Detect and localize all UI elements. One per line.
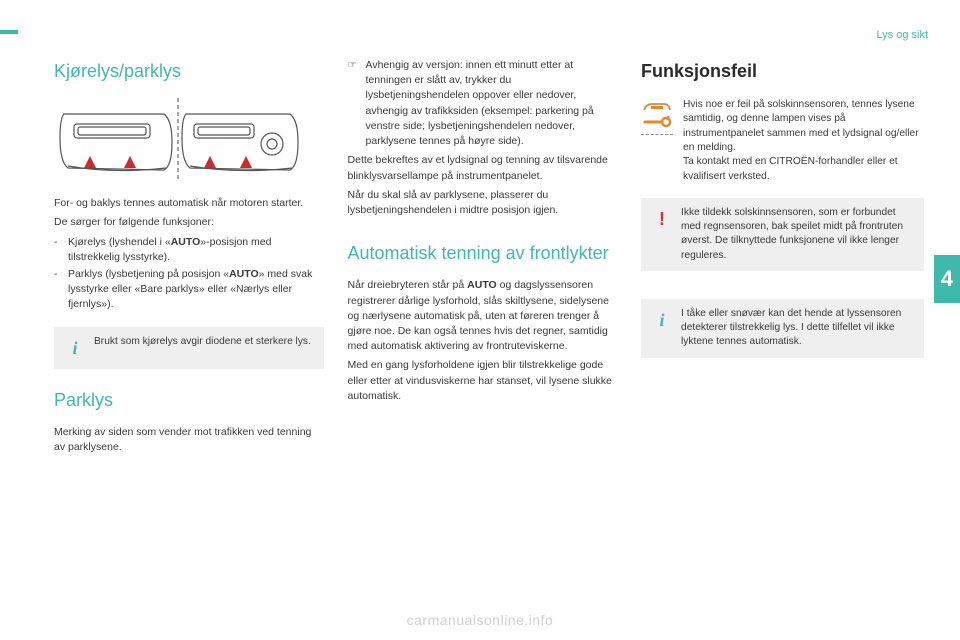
text-auto2: Med en gang lysforholdene igjen blir til… [348,358,618,404]
accent-bar [0,30,18,34]
service-icon [641,98,673,184]
info-icon: i [651,307,673,350]
dashed-divider [641,134,673,135]
service-callout: Hvis noe er feil på solskinnsensoren, te… [641,98,924,184]
heading-drl: Kjørelys/parklys [54,58,324,84]
heading-auto: Automatisk tenning av frontlykter [348,240,618,266]
heading-parklys: Parklys [54,387,324,413]
bullet-drl: - Kjørelys (lyshendel i «AUTO»-posisjon … [54,235,324,265]
pointer-step: ☞ Avhengig av versjon: innen ett minutt … [348,58,618,149]
info-icon: i [64,335,86,361]
text-intro: For- og baklys tennes automatisk når mot… [54,196,324,211]
bullet-dash: - [54,267,68,313]
text-auto1: Når dreiebryteren står på AUTO og dagsly… [348,278,618,354]
bullet-park: - Parklys (lysbetjening på posisjon «AUT… [54,267,324,313]
text-parklys: Merking av siden som vender mot trafikke… [54,425,324,455]
column-1: Kjørelys/parklys [54,58,324,459]
warning-callout: ! Ikke tildekk solskinnsensoren, som er … [641,198,924,271]
heading-fault: Funksjonsfeil [641,58,924,84]
info-text: I tåke eller snøvær kan det hende at lys… [681,307,914,350]
text-confirm: Dette bekreftes av et lydsignal og tenni… [348,153,618,183]
service-text: Hvis noe er feil på solskinnsensoren, te… [683,98,924,184]
bullet-dash: - [54,235,68,265]
warning-icon: ! [651,206,673,263]
column-3: Funksjonsfeil Hvis noe er feil på solski… [641,58,924,459]
text-off: Når du skal slå av parklysene, plasserer… [348,188,618,218]
section-header: Lys og sikt [876,28,928,44]
chapter-tab: 4 [934,255,960,303]
bullet-text: Parklys (lysbetjening på posisjon «AUTO»… [68,267,324,313]
info-callout-diodes: i Brukt som kjørelys avgir diodene et st… [54,327,324,369]
warning-text: Ikke tildekk solskinnsensoren, som er fo… [681,206,914,263]
info-text: Brukt som kjørelys avgir diodene et ster… [94,335,314,361]
headlight-illustration [54,96,302,184]
page-content: Kjørelys/parklys [0,0,960,459]
service-text-2: Ta kontakt med en CITROËN-forhandler ell… [683,156,898,181]
bullet-text: Kjørelys (lyshendel i «AUTO»-posisjon me… [68,235,324,265]
text-functions: De sørger for følgende funksjoner: [54,215,324,230]
column-2: ☞ Avhengig av versjon: innen ett minutt … [348,58,618,459]
pointer-text: Avhengig av versjon: innen ett minutt et… [366,58,618,149]
pointer-icon: ☞ [348,58,366,149]
info-callout-fog: i I tåke eller snøvær kan det hende at l… [641,299,924,358]
service-text-1: Hvis noe er feil på solskinnsensoren, te… [683,99,919,153]
watermark: carmanualsonline.info [0,610,960,630]
